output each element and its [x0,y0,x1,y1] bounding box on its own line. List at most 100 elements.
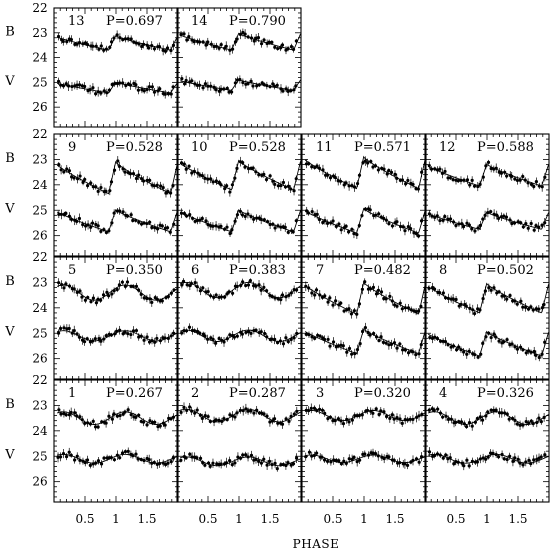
panel-period: P=0.697 [106,14,163,29]
data-point [75,83,79,87]
y-tick-label: 24 [32,424,48,438]
data-point [160,224,164,228]
data-point [99,185,103,190]
data-point [262,172,266,176]
data-point [222,87,226,91]
points-B [57,406,176,431]
data-point [417,352,421,356]
data-point [276,421,280,425]
data-point [192,40,196,44]
data-point [148,220,152,224]
data-point [272,84,277,88]
data-point [448,217,453,221]
data-point [159,184,163,188]
data-point [195,456,199,460]
data-point [279,225,283,229]
data-point [400,178,405,182]
data-point [96,425,100,429]
data-point [196,171,200,175]
data-point [152,460,156,465]
data-point [241,30,245,35]
data-point [72,176,76,180]
data-point [252,39,256,43]
data-point [279,462,283,467]
data-point [317,407,322,411]
data-point [526,226,530,230]
data-point [513,456,517,460]
data-point [157,461,162,466]
data-point [438,411,443,415]
data-point [432,287,437,291]
data-point [217,180,221,184]
data-point [254,284,258,288]
data-point [99,298,103,302]
data-point [414,353,418,357]
data-point [381,340,386,344]
data-point [543,340,547,344]
y-tick-label: 23 [32,398,47,412]
data-point [147,340,152,344]
data-point [534,307,538,311]
y-tick-label: 24 [32,51,48,65]
data-point [244,407,248,411]
data-point [56,34,61,39]
panel-period: P=0.502 [477,263,534,278]
data-point [455,348,459,352]
data-point [123,449,128,454]
data-point [64,454,69,459]
curve-V [305,454,427,464]
data-point [310,165,314,169]
data-point [487,331,491,335]
data-point [515,302,519,306]
panel-7: 7 P=0.482 [301,256,427,380]
data-point [339,301,343,305]
data-point [259,217,263,221]
data-point [451,220,456,224]
data-point [172,288,176,292]
data-point [484,164,488,168]
data-point [416,234,421,238]
data-point [107,229,111,233]
data-point [307,286,311,290]
data-point [97,337,101,341]
data-point [112,211,116,215]
data-point [117,283,122,287]
data-point [376,168,381,172]
data-point [141,179,146,183]
data-point [67,450,71,454]
data-point [337,222,341,226]
data-point [152,184,156,188]
data-point [507,417,511,421]
data-point [96,224,100,228]
data-point [366,453,371,457]
data-point [240,332,244,336]
data-point [510,342,514,346]
data-point [310,454,314,458]
data-point [510,221,514,226]
data-point [179,32,183,37]
data-point [508,293,512,298]
data-point [182,329,186,333]
data-point [286,339,290,344]
data-point [201,461,205,465]
data-point [360,413,364,417]
data-point [222,416,226,421]
data-point [219,224,223,228]
data-point [333,175,337,180]
data-point [331,340,336,344]
data-point [268,174,272,178]
data-point [112,289,116,293]
data-point [363,159,367,163]
points-V [56,324,176,347]
data-point [347,184,351,188]
panel-id: 2 [191,386,199,401]
data-point [427,408,431,412]
data-point [225,225,229,229]
data-point [400,421,404,425]
data-point [476,355,480,359]
data-point [420,412,424,417]
data-point [220,419,224,424]
data-point [265,219,270,224]
data-point [331,303,335,307]
data-point [152,47,157,51]
